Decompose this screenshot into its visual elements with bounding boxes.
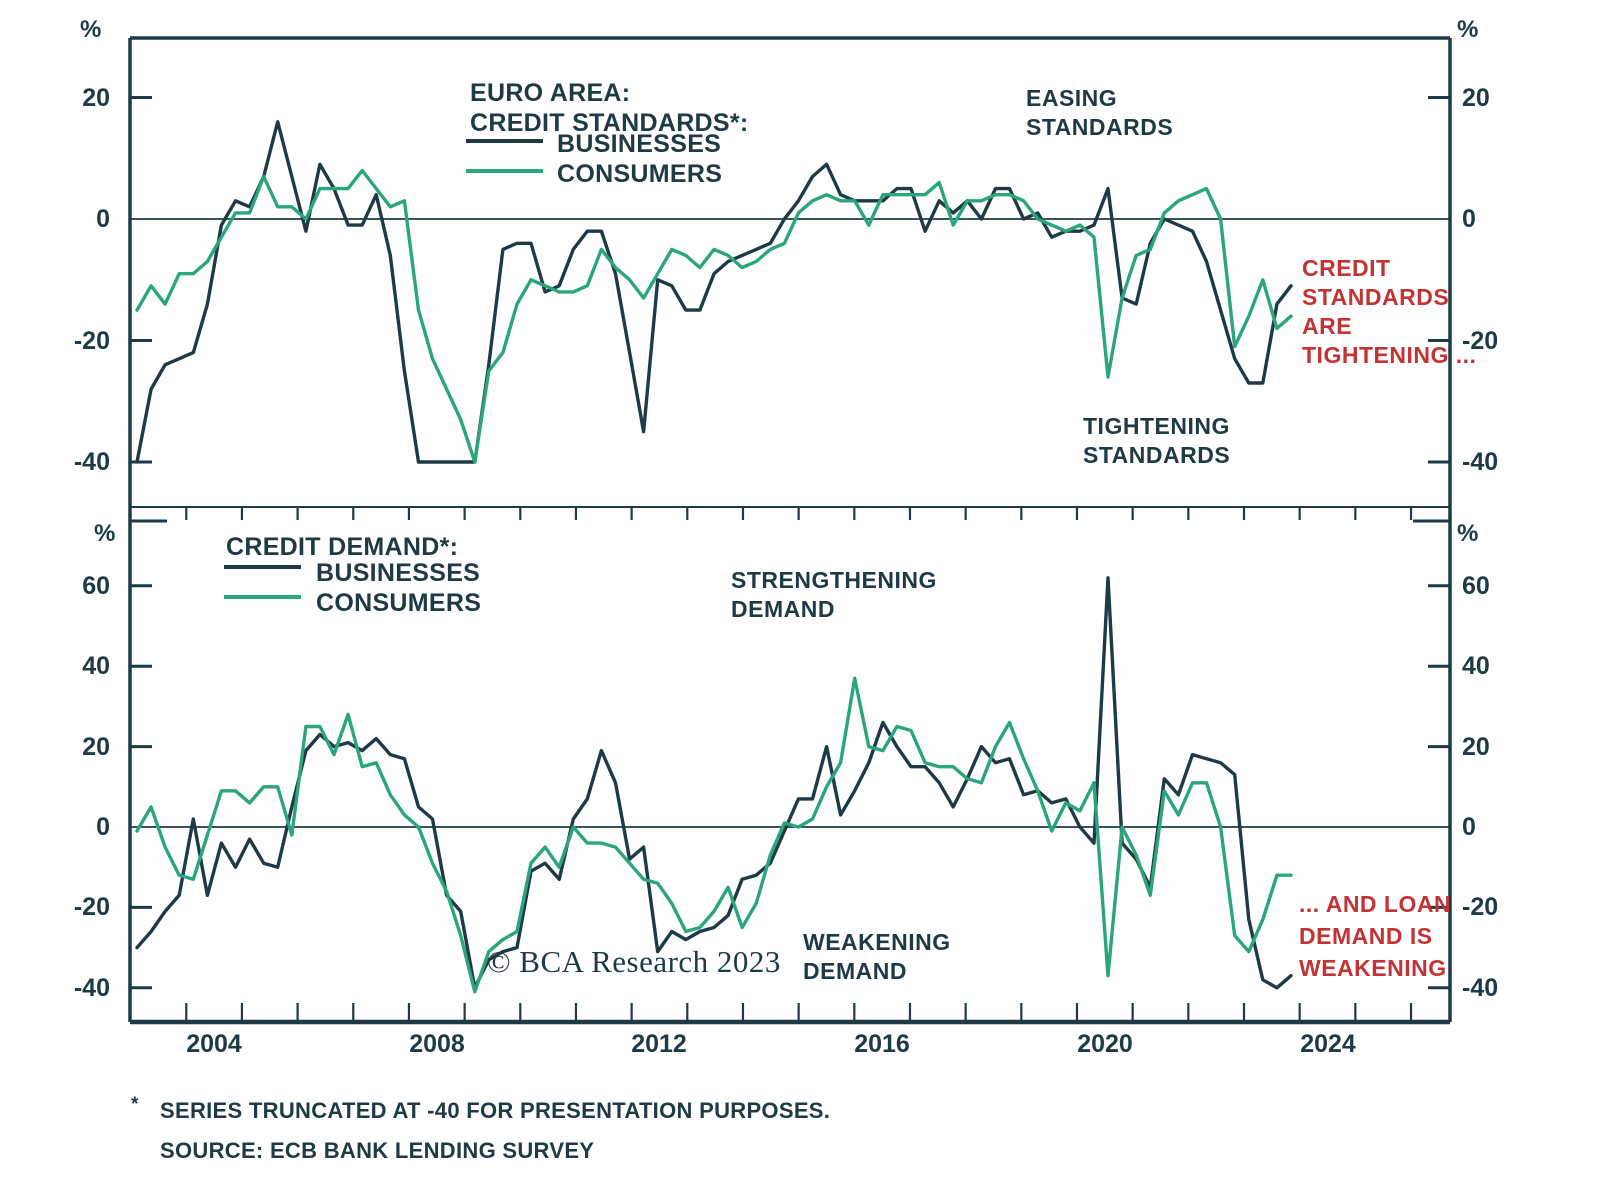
x-tick-label-year: 2012 [631,1030,687,1058]
red-note-bottom-line2: DEMAND IS [1299,923,1433,949]
bottom-legend-businesses-label: BUSINESSES [316,559,481,587]
easing-standards-annotation: EASING STANDARDS [1026,84,1173,142]
red-note-bottom-line3: WEAKENING [1299,955,1447,981]
bottom-legend-consumers-label: CONSUMERS [316,589,482,617]
x-tick-label-year: 2020 [1077,1030,1133,1058]
footnote-line1: SERIES TRUNCATED AT -40 FOR PRESENTATION… [160,1098,831,1123]
weakening-demand-line2: DEMAND [803,958,907,984]
y-tick-label-right: 60 [1462,572,1490,600]
y-tick-label-right: -20 [1462,327,1499,355]
footnote-asterisk: * [131,1094,139,1115]
y-tick-label-left: 60 [82,572,110,600]
tightening-standards-line2: STANDARDS [1083,442,1231,468]
series-businesses-top [135,120,1293,464]
x-tick-label-year: 2008 [409,1030,465,1058]
credit-standards-tightening-annotation: CREDIT STANDARDS ARE TIGHTENING ... [1302,254,1476,370]
weakening-demand-line1: WEAKENING [803,929,951,955]
bottom-legend-title: CREDIT DEMAND*: [226,533,459,561]
y-tick-label-right: 0 [1462,813,1476,841]
strengthening-demand-line1: STRENGTHENING [731,567,937,593]
y-tick-label-right: 40 [1462,652,1490,680]
red-note-top-line2: STANDARDS [1302,284,1450,310]
top-legend-title-line1: EURO AREA: [470,79,631,107]
top-legend-businesses-swatch [466,139,543,143]
bca-watermark: © BCA Research 2023 [487,944,781,979]
top-legend-consumers-label: CONSUMERS [557,160,723,188]
loan-demand-weakening-annotation: ... AND LOAN DEMAND IS WEAKENING [1299,888,1451,984]
x-tick-label-year: 2016 [854,1030,910,1058]
y-tick-label-left: 40 [82,652,110,680]
y-tick-label-right: -20 [1462,893,1499,921]
strengthening-demand-annotation: STRENGTHENING DEMAND [731,566,937,624]
bottom-legend-businesses-swatch [224,565,301,569]
top-legend-businesses-label: BUSINESSES [557,130,722,158]
y-tick-label-right: -40 [1462,974,1499,1002]
bottom-legend-consumers-swatch [224,595,301,599]
y-tick-label-right: -40 [1462,448,1499,476]
y-tick-label-left: -20 [73,893,110,921]
x-tick-label-year: 2024 [1300,1030,1356,1058]
percent-label-bottom-right: % [1457,520,1479,547]
footnote-line2: SOURCE: ECB BANK LENDING SURVEY [160,1138,595,1163]
easing-standards-line1: EASING [1026,85,1118,111]
percent-label-top-right: % [1457,16,1479,43]
red-note-top-line4: TIGHTENING ... [1302,342,1477,368]
y-tick-label-right: 20 [1462,84,1490,112]
red-note-top-line1: CREDIT [1302,255,1391,281]
y-tick-label-left: -40 [73,974,110,1002]
strengthening-demand-line2: DEMAND [731,596,835,622]
tightening-standards-line1: TIGHTENING [1083,413,1230,439]
y-tick-label-left: 0 [96,813,110,841]
weakening-demand-annotation: WEAKENING DEMAND [803,928,951,986]
red-note-bottom-line1: ... AND LOAN [1299,891,1452,917]
top-legend-title-line2: CREDIT STANDARDS*: [470,109,749,137]
y-tick-label-left: 0 [96,205,110,233]
y-tick-label-left: -20 [73,327,110,355]
y-tick-label-left: 20 [82,84,110,112]
y-tick-label-left: -40 [73,448,110,476]
series-businesses-bottom [135,576,1293,990]
x-tick-label-year: 2004 [186,1030,242,1058]
y-tick-label-left: 20 [82,733,110,761]
red-note-top-line3: ARE [1302,313,1353,339]
tightening-standards-annotation: TIGHTENING STANDARDS [1083,412,1230,470]
easing-standards-line2: STANDARDS [1026,114,1174,140]
series-consumers-bottom [135,676,1293,994]
percent-label-top-left: % [80,16,102,43]
y-tick-label-right: 0 [1462,205,1476,233]
series-consumers-top [135,168,1293,464]
percent-label-bottom-left: % [94,520,116,547]
top-legend-consumers-swatch [466,169,543,173]
y-tick-label-right: 20 [1462,733,1490,761]
